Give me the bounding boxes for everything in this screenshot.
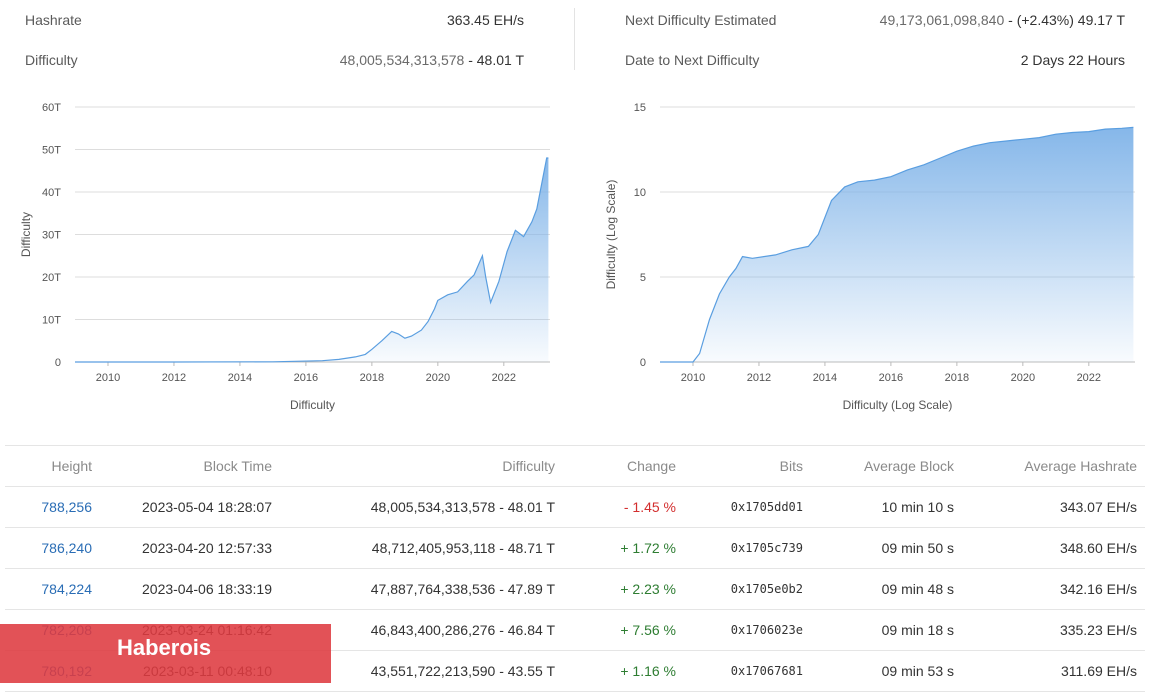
average-block-cell: 09 min 50 s: [881, 540, 954, 556]
difficulty-value: 48,005,534,313,578 - 48.01 T: [340, 52, 524, 68]
table-header: Height Block Time Difficulty Change Bits…: [5, 446, 1145, 487]
block-height-link[interactable]: 788,256: [41, 499, 92, 515]
block-time-cell: 2023-05-04 18:28:07: [142, 499, 272, 515]
table-row: 788,256 2023-05-04 18:28:07 48,005,534,313…: [5, 487, 1145, 528]
difficulty-label: Difficulty: [25, 52, 78, 68]
bits-cell: 0x1705dd01: [730, 500, 803, 514]
x-tick-label: 2020: [426, 372, 450, 384]
x-tick-label: 2012: [747, 372, 771, 384]
y-tick-label: 15: [634, 102, 646, 114]
difficulty-short: - 48.01 T: [464, 52, 524, 68]
next-date-label: Date to Next Difficulty: [625, 52, 760, 68]
y-tick-label: 40T: [42, 187, 61, 199]
next-difficulty-value: 49,173,061,098,840 - (+2.43%) 49.17 T: [880, 12, 1125, 28]
x-axis-label: Difficulty (Log Scale): [843, 398, 953, 412]
average-block-cell: 09 min 48 s: [881, 581, 954, 597]
y-tick-label: 20T: [42, 272, 61, 284]
series-line: [660, 126, 1134, 363]
change-cell: + 2.23 %: [620, 581, 676, 597]
x-tick-label: 2016: [294, 372, 318, 384]
x-axis-label: Difficulty: [290, 398, 335, 412]
average-hashrate-cell: 342.16 EH/s: [1059, 581, 1137, 597]
series-area: [660, 127, 1134, 363]
y-tick-label: 0: [55, 357, 61, 369]
x-tick-label: 2014: [228, 372, 252, 384]
y-tick-label: 10T: [42, 315, 61, 327]
average-block-cell: 09 min 53 s: [881, 663, 954, 679]
next-difficulty-raw: 49,173,061,098,840: [879, 12, 1005, 28]
block-time-cell: 2023-04-20 12:57:33: [142, 540, 272, 556]
stats-divider: [574, 8, 575, 70]
change-cell: + 7.56 %: [620, 622, 676, 638]
x-tick-label: 2010: [681, 372, 705, 384]
header-height[interactable]: Height: [51, 458, 92, 474]
stats-panel: Hashrate 363.45 EH/s Difficulty 48,005,5…: [0, 0, 1157, 80]
average-hashrate-cell: 311.69 EH/s: [1060, 663, 1137, 679]
hashrate-value: 363.45 EH/s: [446, 12, 524, 28]
table-row: 784,224 2023-04-06 18:33:19 47,887,764,338…: [5, 569, 1145, 610]
x-tick-label: 2022: [1077, 372, 1101, 384]
change-cell: - 1.45 %: [623, 499, 676, 515]
series-line: [75, 157, 549, 363]
y-tick-label: 30T: [42, 230, 61, 242]
y-tick-label: 0: [640, 357, 646, 369]
header-average-hashrate[interactable]: Average Hashrate: [1024, 458, 1137, 474]
block-height-link[interactable]: 784,224: [41, 581, 92, 597]
x-tick-label: 2010: [96, 372, 120, 384]
y-tick-label: 60T: [42, 102, 61, 114]
x-tick-label: 2020: [1011, 372, 1035, 384]
header-block-time[interactable]: Block Time: [203, 458, 272, 474]
bits-cell: 0x1705e0b2: [730, 582, 803, 596]
change-cell: + 1.72 %: [620, 540, 676, 556]
next-date-row: Date to Next Difficulty 2 Days 22 Hours: [625, 40, 1125, 80]
y-axis-label: Difficulty: [19, 212, 33, 257]
average-hashrate-cell: 335.23 EH/s: [1059, 622, 1137, 638]
series-area: [75, 158, 549, 362]
x-tick-label: 2014: [813, 372, 837, 384]
next-difficulty-short: - (+2.43%) 49.17 T: [1004, 12, 1125, 28]
difficulty-chart-svg: 0 10T 20T 30T 40T 50T 60T 2010 2012 2014 2016 2018 2…: [19, 102, 550, 412]
difficulty-chart: 0 10T 20T 30T 40T 50T 60T 2010 2012 2014 2016 2018 2…: [10, 92, 560, 422]
change-cell: + 1.16 %: [620, 663, 676, 679]
block-time-cell: 2023-04-06 18:33:19: [142, 581, 272, 597]
header-difficulty[interactable]: Difficulty: [502, 458, 555, 474]
difficulty-log-chart: 0 5 10 15 2010 2012 2014 2016 2018 2020 2022 Diffic…: [595, 92, 1145, 422]
next-difficulty-row: Next Difficulty Estimated 49,173,061,098…: [625, 0, 1125, 40]
header-bits[interactable]: Bits: [779, 458, 803, 474]
difficulty-log-chart-svg: 0 5 10 15 2010 2012 2014 2016 2018 2020 2022 Diffic…: [604, 102, 1135, 412]
average-hashrate-cell: 343.07 EH/s: [1059, 499, 1137, 515]
y-tick-label: 5: [640, 272, 646, 284]
difficulty-cell: 48,712,405,953,118 - 48.71 T: [371, 540, 555, 556]
y-tick-label: 50T: [42, 145, 61, 157]
block-height-link[interactable]: 786,240: [41, 540, 92, 556]
y-tick-label: 10: [634, 187, 646, 199]
y-axis-label: Difficulty (Log Scale): [604, 180, 618, 290]
bits-cell: 0x1705c739: [730, 541, 803, 555]
bits-cell: 0x17067681: [730, 664, 803, 678]
average-block-cell: 10 min 10 s: [881, 499, 954, 515]
header-average-block[interactable]: Average Block: [863, 458, 954, 474]
next-date-value: 2 Days 22 Hours: [1020, 52, 1125, 68]
difficulty-cell: 46,843,400,286,276 - 46.84 T: [370, 622, 555, 638]
difficulty-cell: 48,005,534,313,578 - 48.01 T: [370, 499, 555, 515]
difficulty-raw: 48,005,534,313,578: [339, 52, 465, 68]
hashrate-label: Hashrate: [25, 12, 82, 28]
x-tick-label: 2012: [162, 372, 186, 384]
x-tick-label: 2018: [360, 372, 384, 384]
difficulty-cell: 47,887,764,338,536 - 47.89 T: [370, 581, 555, 597]
bits-cell: 0x1706023e: [730, 623, 803, 637]
hashrate-row: Hashrate 363.45 EH/s: [25, 0, 524, 40]
average-hashrate-cell: 348.60 EH/s: [1059, 540, 1137, 556]
difficulty-cell: 43,551,722,213,590 - 43.55 T: [370, 663, 555, 679]
x-tick-label: 2016: [879, 372, 903, 384]
brand-watermark: Haberois: [0, 624, 331, 683]
difficulty-row: Difficulty 48,005,534,313,578 - 48.01 T: [25, 40, 524, 80]
average-block-cell: 09 min 18 s: [881, 622, 954, 638]
x-tick-label: 2022: [492, 372, 516, 384]
table-row: 786,240 2023-04-20 12:57:33 48,712,405,953…: [5, 528, 1145, 569]
next-difficulty-label: Next Difficulty Estimated: [625, 12, 777, 28]
header-change[interactable]: Change: [626, 458, 676, 474]
x-tick-label: 2018: [945, 372, 969, 384]
